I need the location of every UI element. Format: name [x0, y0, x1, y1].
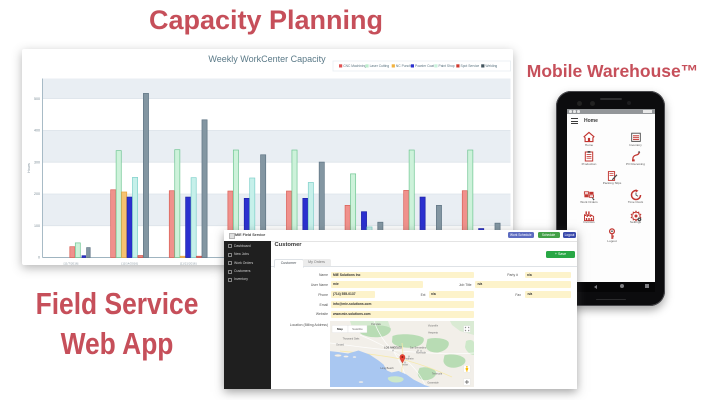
svg-text:100: 100: [34, 224, 40, 228]
svg-text:Map: Map: [337, 327, 343, 331]
svg-text:Palmdale: Palmdale: [371, 323, 382, 326]
svg-text:Thousand Oaks: Thousand Oaks: [342, 337, 360, 340]
svg-text:Irvine: Irvine: [402, 363, 408, 366]
svg-text:Long Beach: Long Beach: [380, 367, 394, 370]
svg-text:Weekly WorkCenter Capacity: Weekly WorkCenter Capacity: [208, 54, 326, 64]
svg-text:San Bernardino: San Bernardino: [409, 346, 426, 349]
svg-text:Spot Service: Spot Service: [461, 64, 480, 68]
svg-text:[11/14/2016]: [11/14/2016]: [121, 262, 138, 266]
svg-text:Oceanside: Oceanside: [427, 381, 439, 384]
svg-text:400: 400: [34, 129, 40, 133]
svg-text:Anaheim: Anaheim: [404, 357, 413, 360]
svg-text:[11/7/2016]: [11/7/2016]: [64, 262, 79, 266]
svg-text:0: 0: [38, 256, 40, 260]
svg-text:Welding: Welding: [485, 64, 497, 68]
svg-text:Temecula: Temecula: [431, 372, 442, 375]
svg-text:Paint Shop: Paint Shop: [439, 64, 455, 68]
svg-text:500: 500: [34, 97, 40, 101]
svg-text:300: 300: [34, 160, 40, 164]
svg-text:NC Punch: NC Punch: [396, 64, 411, 68]
svg-text:CNC Machining: CNC Machining: [343, 64, 366, 68]
svg-text:Powder Coat: Powder Coat: [415, 64, 434, 68]
svg-text:Satellite: Satellite: [352, 327, 363, 331]
svg-text:Laser Cutting: Laser Cutting: [370, 64, 390, 68]
svg-text:[11/21/2016]: [11/21/2016]: [180, 262, 197, 266]
svg-text:200: 200: [34, 192, 40, 196]
svg-text:Hesperia: Hesperia: [428, 331, 438, 334]
svg-text:Hours: Hours: [27, 163, 31, 173]
svg-text:Victorville: Victorville: [427, 324, 438, 327]
svg-text:LOS ANGELES: LOS ANGELES: [384, 346, 402, 349]
svg-text:Riverside: Riverside: [416, 351, 427, 354]
svg-text:Oxnard: Oxnard: [336, 343, 344, 346]
